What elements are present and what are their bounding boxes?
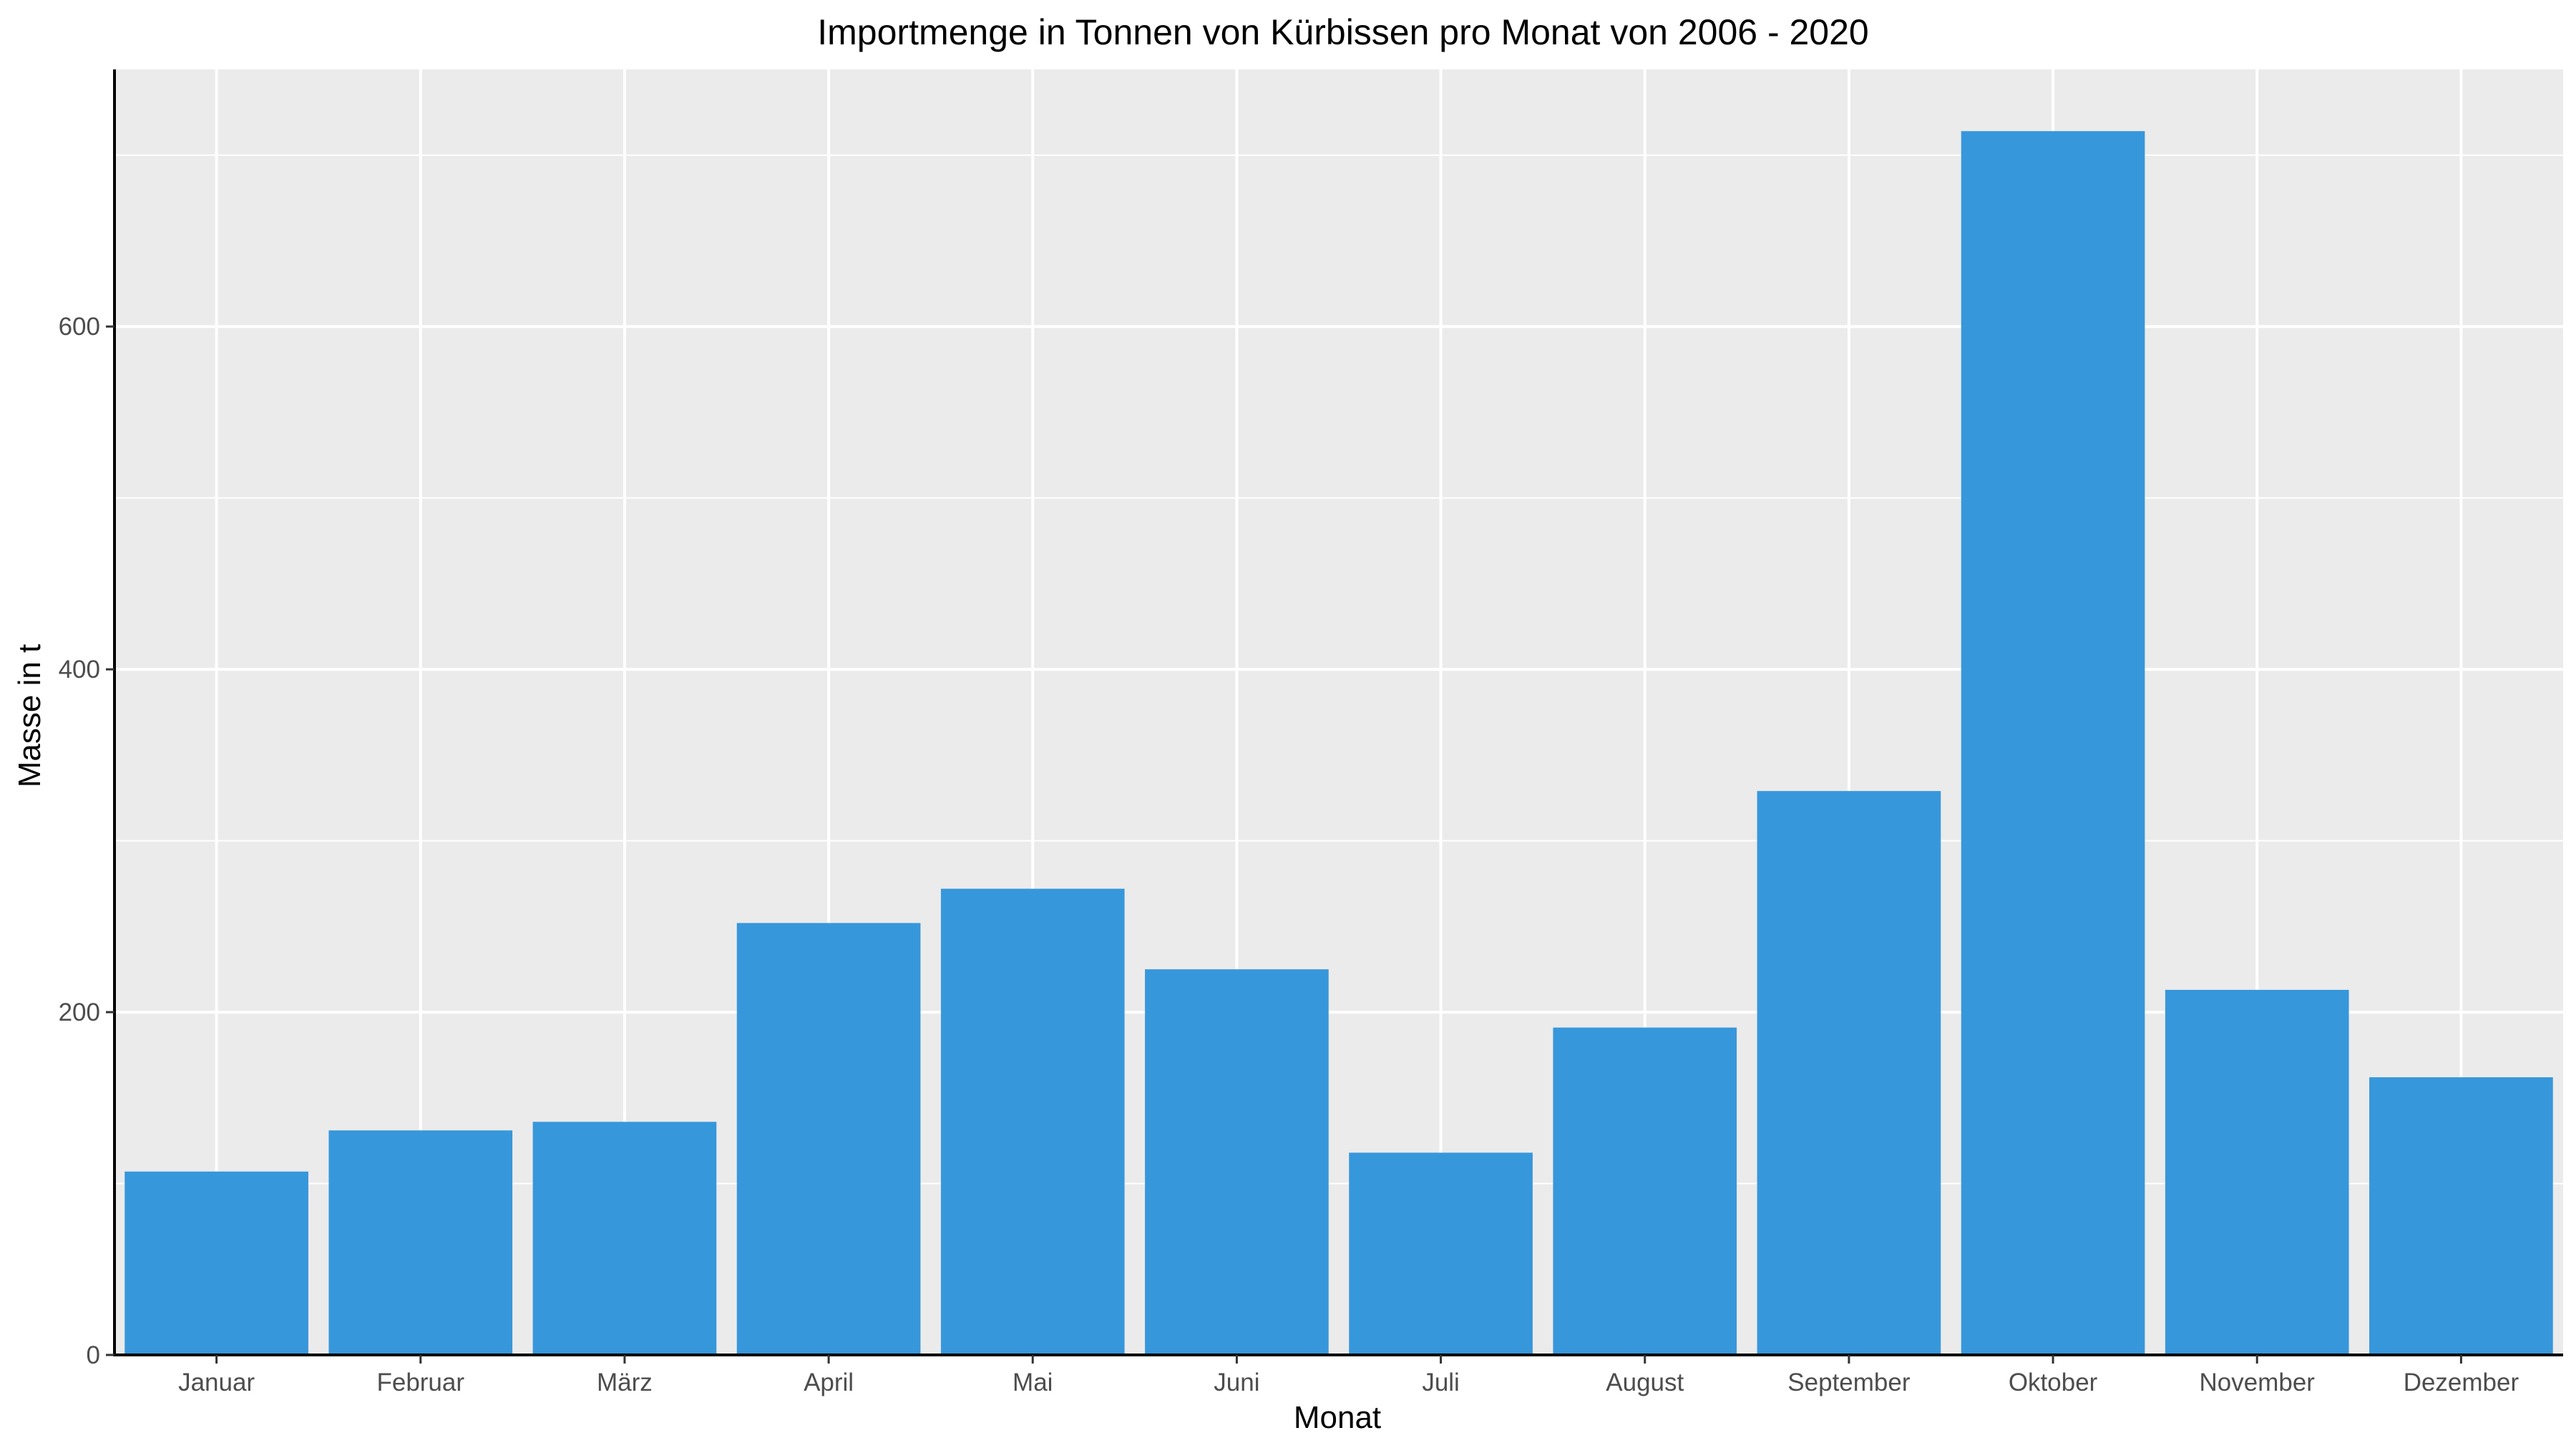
bar-juni xyxy=(1145,969,1329,1355)
tick-labels: 0 200 400 600 Januar Februar März April Mai Juni J… xyxy=(59,313,2519,1396)
x-tick-label: Mai xyxy=(1013,1369,1053,1396)
bar-m-rz xyxy=(532,1122,717,1355)
y-tick-label: 600 xyxy=(59,313,100,341)
bar-februar xyxy=(328,1130,513,1355)
x-axis-title: Monat xyxy=(1294,1400,1381,1435)
x-tick-label: Januar xyxy=(178,1369,255,1396)
x-tick-label: Oktober xyxy=(2009,1369,2098,1396)
bar-november xyxy=(2165,989,2349,1355)
axes xyxy=(106,69,2563,1364)
x-tick-label: Dezember xyxy=(2404,1369,2519,1396)
y-tick-label: 400 xyxy=(59,656,100,684)
chart-title: Importmenge in Tonnen von Kürbissen pro … xyxy=(817,12,1868,52)
y-tick-label: 200 xyxy=(59,998,100,1026)
x-tick-label: Juni xyxy=(1214,1369,1259,1396)
x-tick-label: September xyxy=(1787,1369,1911,1396)
bar-april xyxy=(736,923,921,1355)
bar-januar xyxy=(125,1171,308,1355)
bar-oktober xyxy=(1961,131,2145,1355)
y-axis-title: Masse in t xyxy=(12,644,47,788)
x-tick-label: Februar xyxy=(376,1369,464,1396)
x-tick-label: August xyxy=(1606,1369,1684,1396)
bar-mai xyxy=(940,888,1125,1355)
bars xyxy=(125,131,2553,1355)
plot-panel xyxy=(114,69,2563,1355)
x-tick-label: November xyxy=(2200,1369,2316,1396)
bar-dezember xyxy=(2369,1077,2553,1355)
bar-september xyxy=(1757,791,1941,1355)
x-tick-label: März xyxy=(597,1369,653,1396)
y-tick-label: 0 xyxy=(87,1341,100,1369)
bar-august xyxy=(1553,1027,1737,1355)
x-tick-label: April xyxy=(804,1369,854,1396)
x-tick-label: Juli xyxy=(1422,1369,1460,1396)
bar-juli xyxy=(1349,1152,1533,1355)
